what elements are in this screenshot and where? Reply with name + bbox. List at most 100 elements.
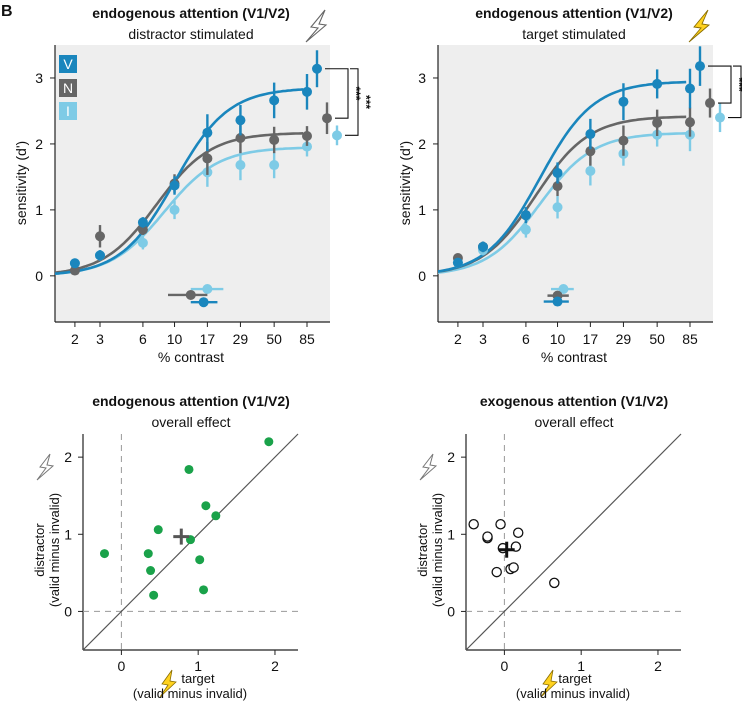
y-tick-label: 0 — [35, 268, 43, 284]
c50-point-valid — [552, 296, 563, 307]
data-point — [512, 527, 524, 538]
x-tick-label: 10 — [167, 331, 183, 347]
y-tick-label: 0 — [447, 603, 455, 619]
asymptote-point-neutral — [322, 113, 332, 124]
legend-swatch-invalid — [59, 102, 77, 120]
yellow-lightning-icon — [688, 9, 711, 43]
data-point-invalid — [585, 165, 596, 176]
data-point-valid — [552, 167, 563, 178]
data-point-valid — [269, 95, 280, 106]
chart-subtitle: overall effect — [151, 414, 230, 430]
outline-lightning-icon — [305, 9, 328, 43]
yellow-lightning-icon — [159, 669, 177, 698]
data-point-invalid — [235, 160, 246, 171]
x-tick-label: 6 — [522, 331, 530, 347]
x-tick-label: 3 — [479, 331, 487, 347]
x-tick-label: 50 — [649, 331, 665, 347]
data-point-invalid — [169, 204, 180, 215]
asymptote-point-invalid — [332, 130, 342, 141]
x-tick-label: 17 — [583, 331, 599, 347]
data-point-neutral — [302, 131, 312, 142]
chart-title: exogenous attention (V1/V2) — [480, 393, 668, 409]
fit-curve-valid — [55, 88, 304, 275]
fit-curve-neutral — [55, 132, 304, 274]
legend-label-neutral: N — [63, 80, 73, 96]
data-point — [199, 585, 209, 595]
chart-subtitle: overall effect — [534, 414, 613, 430]
data-point-neutral — [95, 231, 106, 242]
data-point-neutral — [137, 224, 148, 235]
data-point-neutral — [202, 153, 213, 164]
data-point-neutral — [552, 181, 563, 192]
c50-point-neutral — [185, 289, 196, 300]
y-tick-label: 1 — [35, 202, 43, 218]
x-tick-label: 85 — [682, 331, 698, 347]
yellow-lightning-icon — [540, 669, 558, 698]
fit-curve-valid — [438, 80, 687, 273]
asymptote-point-neutral — [705, 98, 715, 109]
data-point — [100, 549, 109, 559]
y-tick-label: 3 — [35, 70, 43, 86]
x-tick-label: 29 — [233, 331, 249, 347]
panel-target-stimulated: endogenous attention (V1/V2) target stim… — [397, 5, 742, 365]
data-point-invalid — [552, 202, 563, 213]
data-point-valid — [585, 129, 596, 140]
data-point-invalid — [137, 237, 148, 248]
x-tick-label: 0 — [500, 658, 508, 674]
significance-bracket — [345, 68, 359, 136]
y-tick-label: 0 — [64, 603, 72, 619]
data-point — [143, 549, 153, 559]
plot-area — [55, 45, 330, 322]
data-point-valid — [95, 250, 106, 261]
y-axis-label: sensitivity (d') — [13, 141, 29, 225]
data-point — [549, 577, 560, 589]
data-point-valid — [452, 257, 463, 268]
fit-curve-invalid — [55, 146, 304, 275]
outline-lightning-icon — [36, 453, 55, 481]
outline-lightning-icon — [419, 453, 438, 481]
x-axis-sublabel: (valid minus invalid) — [133, 686, 247, 701]
data-point — [508, 562, 519, 573]
x-axis-label: % contrast — [541, 349, 607, 365]
data-point — [264, 437, 274, 447]
significance-bracket — [728, 65, 742, 119]
plot-area — [438, 45, 713, 322]
asymptote-point-valid — [695, 61, 705, 72]
data-point-neutral — [269, 134, 280, 145]
significance-label: *** — [349, 86, 363, 100]
data-point — [146, 566, 156, 576]
data-point-valid — [137, 217, 148, 228]
y-tick-label: 2 — [447, 449, 455, 465]
data-point-neutral — [69, 265, 80, 276]
data-point — [495, 519, 506, 530]
panel-distractor-stimulated: endogenous attention (V1/V2) distractor … — [13, 5, 373, 365]
asymptote-point-valid — [312, 63, 322, 74]
data-point-valid — [169, 180, 180, 191]
data-point — [482, 531, 493, 542]
data-point — [149, 590, 159, 600]
c50-point-invalid — [558, 284, 569, 295]
x-tick-label: 0 — [117, 658, 125, 674]
data-point — [184, 464, 194, 474]
y-axis-sublabel: (valid minus invalid) — [47, 493, 62, 607]
x-axis-label: target — [181, 671, 215, 686]
chart-title: endogenous attention (V1/V2) — [92, 5, 290, 21]
x-tick-label: 3 — [96, 331, 104, 347]
significance-label: *** — [359, 95, 373, 109]
x-tick-label: 2 — [654, 658, 662, 674]
panel-endogenous-overall: endogenous attention (V1/V2) overall eff… — [32, 393, 299, 701]
data-point — [201, 501, 211, 511]
x-tick-label: 1 — [194, 658, 202, 674]
x-tick-label: 1 — [577, 658, 585, 674]
data-point-neutral — [235, 132, 246, 143]
x-tick-label: 6 — [139, 331, 147, 347]
y-axis-label: distractor — [32, 523, 47, 577]
x-tick-label: 2 — [454, 331, 462, 347]
data-point-valid — [202, 127, 213, 138]
x-tick-label: 50 — [266, 331, 282, 347]
significance-bracket — [325, 68, 349, 119]
chart-subtitle: distractor stimulated — [128, 26, 253, 42]
fit-curve-invalid — [438, 132, 687, 274]
y-tick-label: 1 — [64, 526, 72, 542]
data-point-valid — [478, 241, 489, 252]
